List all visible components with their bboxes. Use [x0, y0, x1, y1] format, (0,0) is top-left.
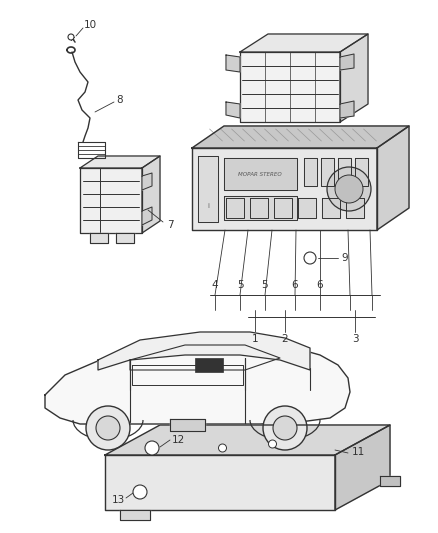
- Polygon shape: [80, 156, 160, 168]
- Text: 7: 7: [167, 220, 173, 230]
- Text: 10: 10: [83, 20, 96, 30]
- Polygon shape: [226, 55, 240, 72]
- Circle shape: [327, 167, 371, 211]
- Polygon shape: [192, 148, 377, 230]
- Polygon shape: [335, 425, 390, 510]
- Polygon shape: [226, 102, 240, 118]
- Polygon shape: [240, 52, 340, 122]
- Polygon shape: [142, 207, 152, 225]
- Polygon shape: [338, 158, 351, 186]
- Polygon shape: [340, 101, 354, 118]
- Text: 5: 5: [261, 280, 268, 290]
- Polygon shape: [198, 156, 218, 222]
- Circle shape: [86, 406, 130, 450]
- Polygon shape: [298, 198, 316, 218]
- Circle shape: [68, 34, 74, 40]
- Circle shape: [263, 406, 307, 450]
- Circle shape: [304, 252, 316, 264]
- Text: 4: 4: [212, 280, 218, 290]
- Polygon shape: [170, 419, 205, 431]
- Circle shape: [273, 416, 297, 440]
- Polygon shape: [304, 158, 317, 186]
- Circle shape: [133, 485, 147, 499]
- Polygon shape: [45, 342, 350, 424]
- Text: 1: 1: [252, 334, 258, 344]
- Polygon shape: [340, 34, 368, 122]
- Polygon shape: [355, 158, 368, 186]
- Polygon shape: [250, 198, 268, 218]
- Text: 6: 6: [317, 280, 323, 290]
- Text: MOPAR STEREO: MOPAR STEREO: [238, 172, 282, 176]
- Polygon shape: [98, 332, 310, 370]
- Polygon shape: [226, 198, 244, 218]
- Polygon shape: [380, 476, 400, 486]
- Text: 3: 3: [352, 334, 358, 344]
- Text: 8: 8: [117, 95, 124, 105]
- Polygon shape: [340, 54, 354, 70]
- Polygon shape: [321, 158, 334, 186]
- Text: 5: 5: [237, 280, 244, 290]
- Polygon shape: [120, 510, 150, 520]
- Text: 13: 13: [111, 495, 125, 505]
- Polygon shape: [274, 198, 292, 218]
- Polygon shape: [105, 425, 390, 455]
- Polygon shape: [80, 168, 142, 233]
- Text: i: i: [207, 203, 209, 209]
- Text: 2: 2: [282, 334, 288, 344]
- Polygon shape: [346, 198, 364, 218]
- Text: 11: 11: [351, 447, 364, 457]
- Polygon shape: [192, 126, 409, 148]
- Polygon shape: [142, 156, 160, 233]
- Circle shape: [335, 175, 363, 203]
- Polygon shape: [224, 196, 297, 220]
- Polygon shape: [142, 173, 152, 190]
- Polygon shape: [377, 126, 409, 230]
- Text: 12: 12: [171, 435, 185, 445]
- Circle shape: [268, 440, 276, 448]
- Polygon shape: [224, 158, 297, 190]
- Polygon shape: [90, 233, 108, 243]
- Polygon shape: [322, 198, 340, 218]
- Polygon shape: [105, 455, 335, 510]
- Text: 6: 6: [292, 280, 298, 290]
- Circle shape: [96, 416, 120, 440]
- Bar: [195, 358, 223, 372]
- Circle shape: [219, 444, 226, 452]
- Polygon shape: [240, 34, 368, 52]
- Circle shape: [145, 441, 159, 455]
- Polygon shape: [116, 233, 134, 243]
- Text: 9: 9: [342, 253, 348, 263]
